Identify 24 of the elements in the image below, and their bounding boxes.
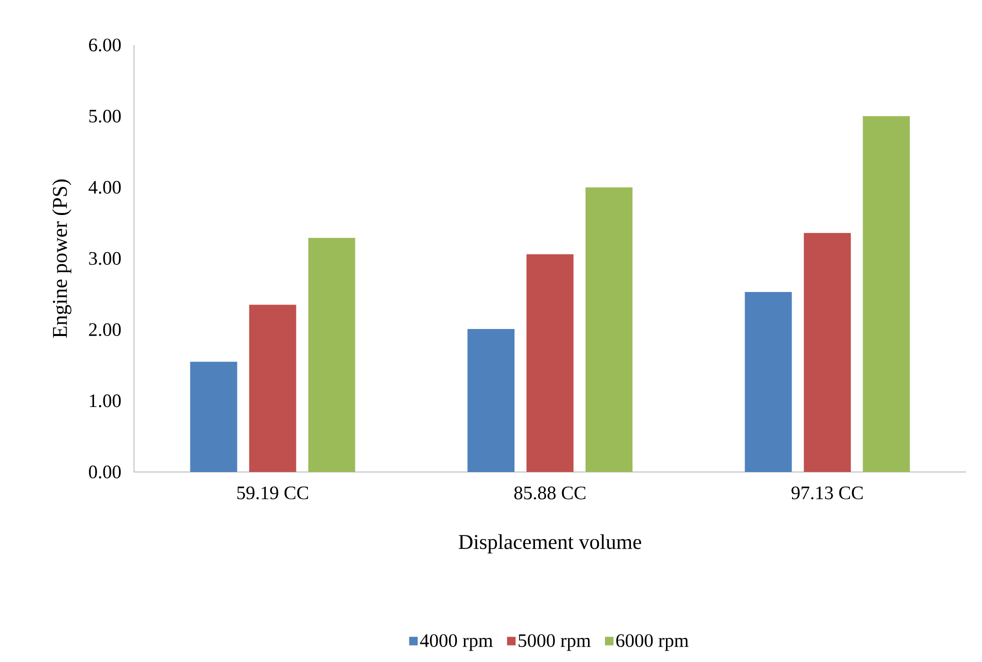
bar (862, 116, 910, 472)
x-tick-label: 59.19 CC (237, 486, 308, 500)
bar (804, 232, 851, 472)
legend-label: 4000 rpm (420, 634, 493, 651)
y-tick-label: 5.00 (89, 110, 121, 123)
y-axis-title: Engine power (PS) (52, 180, 72, 338)
y-tick-label: 6.00 (89, 38, 121, 52)
y-tick-label: 4.00 (88, 180, 121, 194)
x-axis-title: Displacement volume (458, 534, 642, 554)
bar (308, 238, 356, 472)
bar (190, 362, 238, 472)
bar (249, 304, 296, 472)
x-tick-label: 85.88 CC (514, 486, 586, 500)
y-tick-label: 1.00 (90, 394, 121, 408)
bar (526, 254, 574, 472)
legend-label: 5000 rpm (518, 634, 591, 651)
y-tick-label: 3.00 (89, 252, 121, 265)
legend-label: 6000 rpm (616, 634, 689, 651)
y-tick-label: 2.00 (89, 323, 121, 336)
bar (468, 328, 515, 472)
x-tick-label: 97.13 CC (792, 486, 863, 500)
bar (744, 292, 792, 472)
bar (586, 187, 633, 472)
y-tick-label: 0.00 (88, 466, 121, 478)
